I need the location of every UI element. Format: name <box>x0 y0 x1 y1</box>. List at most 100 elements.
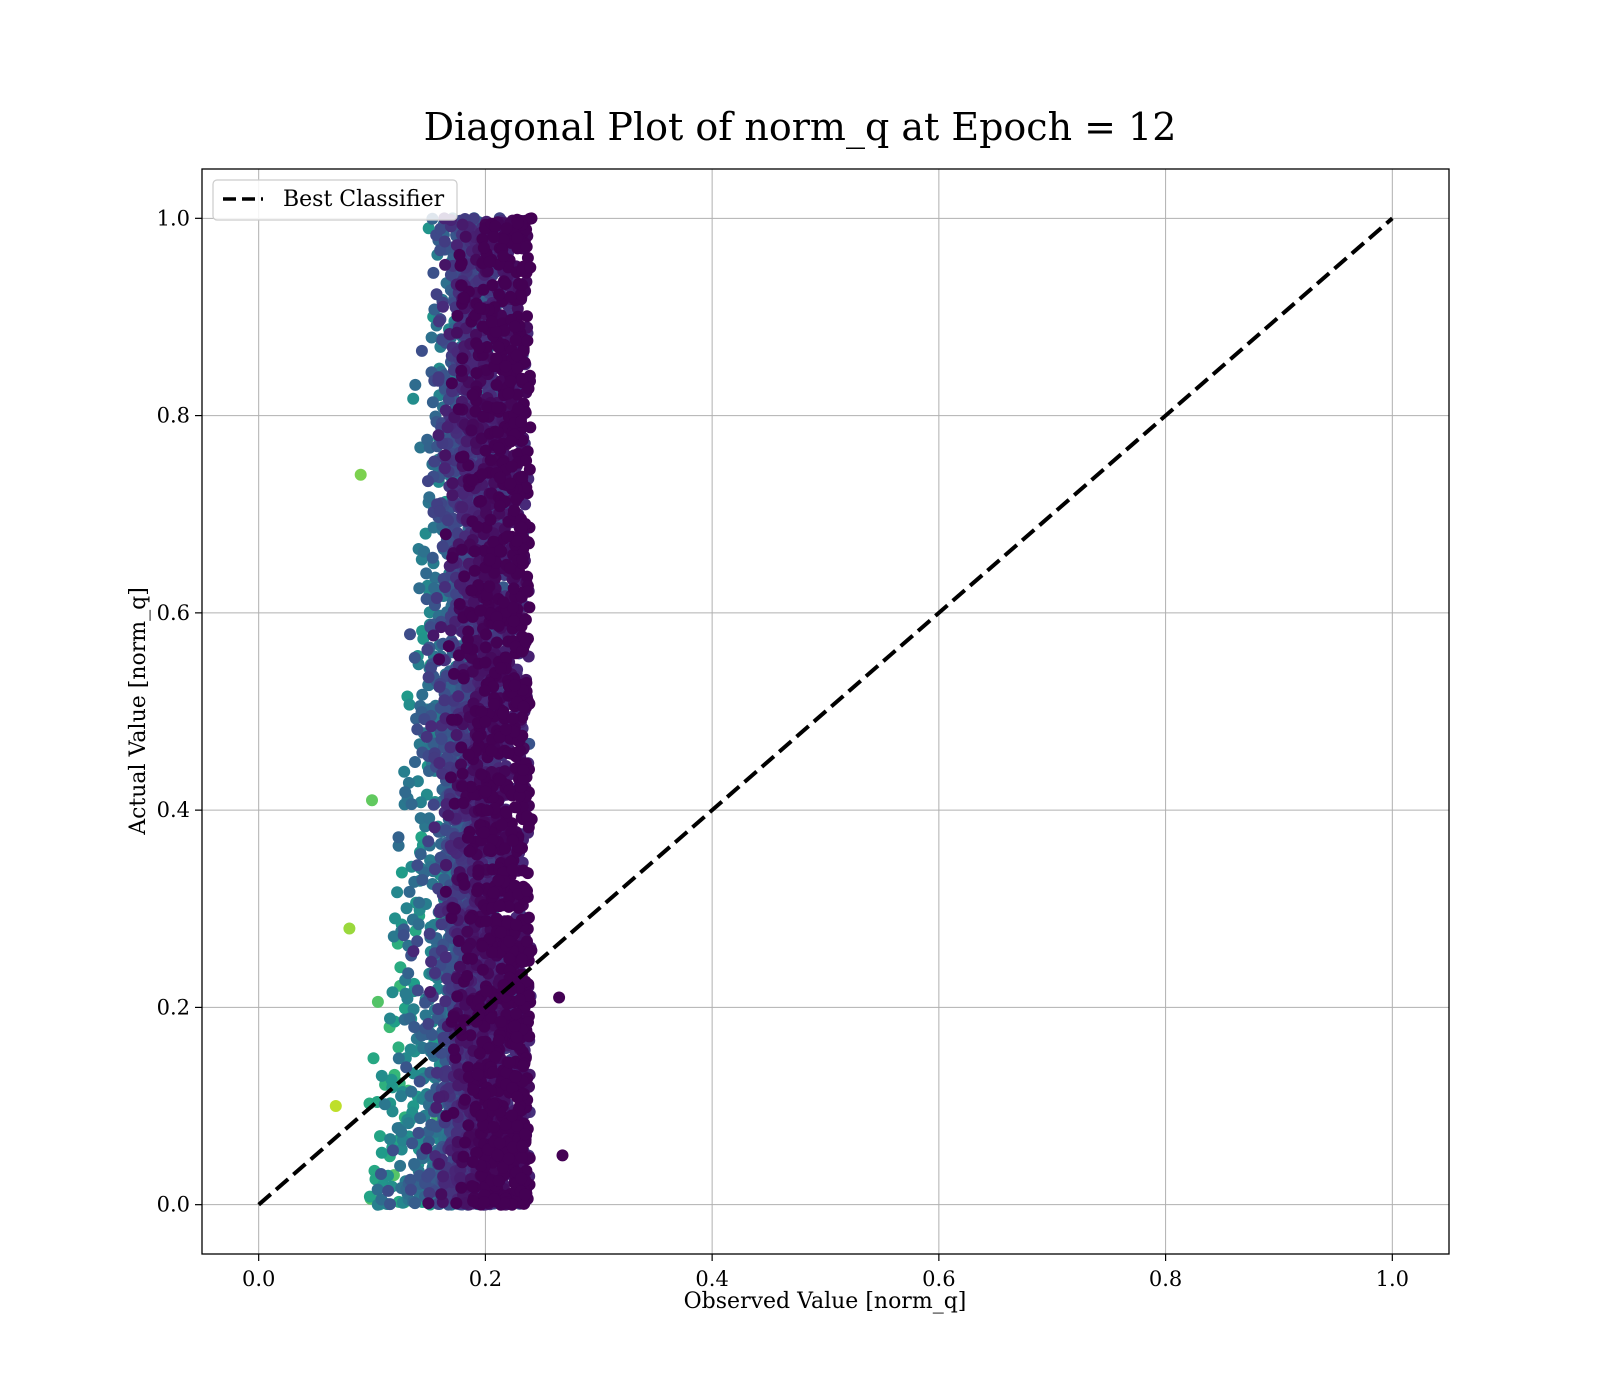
scatter-point <box>421 643 434 656</box>
scatter-point <box>399 987 412 1000</box>
scatter-point <box>523 601 536 614</box>
scatter-point <box>457 797 470 809</box>
scatter-point <box>409 378 422 391</box>
scatter-point <box>458 878 471 891</box>
scatter-point <box>408 651 421 664</box>
scatter-point <box>490 636 503 649</box>
scatter-point <box>435 918 448 931</box>
scatter-point <box>427 266 440 279</box>
scatter-point <box>483 842 496 855</box>
scatter-point <box>451 309 464 322</box>
scatter-point <box>428 455 441 468</box>
scatter-point <box>409 756 421 768</box>
scatter-point <box>437 1031 450 1044</box>
scatter-point <box>505 460 518 473</box>
scatter-point <box>420 567 433 580</box>
scatter-point <box>438 694 451 707</box>
scatter-point <box>471 520 484 533</box>
scatter-point <box>521 445 534 458</box>
scatter-point <box>486 279 499 292</box>
scatter-point <box>426 396 439 409</box>
scatter-point <box>415 344 428 357</box>
scatter-point <box>404 1183 417 1196</box>
scatter-point <box>514 744 527 757</box>
scatter-point <box>512 447 524 460</box>
scatter-point <box>462 625 475 638</box>
scatter-point <box>444 268 457 281</box>
scatter-point <box>497 707 509 720</box>
scatter-point <box>416 688 429 701</box>
scatter-point <box>476 963 489 976</box>
scatter-point <box>438 462 451 475</box>
scatter-point <box>452 690 465 703</box>
scatter-point <box>423 1187 436 1200</box>
scatter-point <box>408 1021 421 1033</box>
scatter-point <box>428 582 441 595</box>
scatter-point <box>452 935 465 947</box>
scatter-point <box>427 798 440 811</box>
scatter-point <box>411 723 424 736</box>
scatter-points <box>329 212 569 1211</box>
scatter-point <box>430 1101 443 1114</box>
scatter-point <box>481 804 494 817</box>
scatter-point <box>521 334 534 347</box>
scatter-point <box>411 775 424 788</box>
scatter-point <box>371 995 384 1008</box>
scatter-point <box>478 570 491 583</box>
scatter-point <box>456 218 469 231</box>
scatter-point <box>430 288 443 301</box>
scatter-point <box>427 629 440 642</box>
scatter-point <box>414 848 427 861</box>
scatter-point <box>450 1126 463 1139</box>
scatter-point <box>492 341 505 354</box>
scatter-point <box>422 671 435 684</box>
scatter-point <box>475 768 488 781</box>
scatter-point <box>412 1127 425 1139</box>
chart-title: Diagonal Plot of norm_q at Epoch = 12 <box>424 105 1177 150</box>
scatter-point <box>475 705 488 718</box>
scatter-point <box>442 809 455 822</box>
scatter-point <box>446 477 459 490</box>
scatter-point <box>448 1010 460 1023</box>
scatter-point <box>395 1125 408 1138</box>
scatter-point <box>384 1012 396 1025</box>
scatter-point <box>423 491 436 504</box>
scatter-point <box>466 952 478 965</box>
scatter-point <box>440 859 453 872</box>
scatter-point <box>467 596 480 608</box>
scatter-point <box>423 812 436 825</box>
scatter-point <box>439 885 452 898</box>
scatter-point <box>440 1110 453 1123</box>
scatter-point <box>329 1100 342 1112</box>
scatter-point <box>423 927 436 940</box>
scatter-point <box>432 1091 445 1104</box>
scatter-point <box>439 995 452 1008</box>
scatter-point <box>433 1157 446 1170</box>
scatter-point <box>441 972 453 985</box>
scatter-point <box>457 1150 470 1163</box>
scatter-point <box>492 1034 505 1047</box>
scatter-point <box>424 986 437 998</box>
scatter-point <box>385 1073 398 1086</box>
scatter-point <box>392 1052 405 1065</box>
scatter-point <box>478 1088 491 1101</box>
scatter-point <box>497 250 510 262</box>
scatter-point <box>521 310 533 323</box>
scatter-point <box>490 378 503 391</box>
scatter-point <box>516 372 528 385</box>
scatter-point <box>460 942 473 955</box>
scatter-point <box>439 528 452 541</box>
scatter-point <box>444 771 457 784</box>
scatter-point <box>488 566 501 579</box>
scatter-point <box>470 328 482 341</box>
scatter-point <box>392 1041 405 1054</box>
scatter-point <box>402 967 415 980</box>
scatter-point <box>413 582 426 595</box>
scatter-point <box>479 641 492 654</box>
scatter-point <box>510 493 523 506</box>
scatter-point <box>520 481 533 494</box>
scatter-point <box>444 624 457 637</box>
scatter-point <box>425 720 438 733</box>
scatter-point <box>433 505 446 518</box>
